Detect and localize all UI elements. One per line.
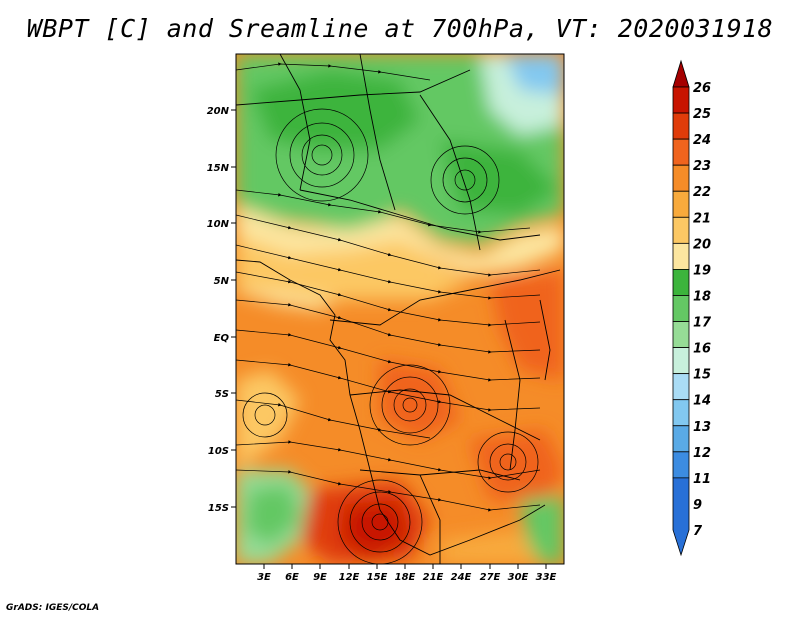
colorbar-label: 18 xyxy=(693,289,711,304)
colorbar-segment xyxy=(672,242,690,270)
colorbar-labels: 26 25 24 23 22 21 20 19 18 17 16 15 14 13 12 11 9 7 xyxy=(693,81,712,539)
colorbar-segment xyxy=(672,295,690,322)
lon-label-30e: 30E xyxy=(508,572,529,583)
colorbar-segment xyxy=(672,321,690,348)
colorbar-label: 11 xyxy=(693,472,711,487)
colorbar-segment xyxy=(672,451,690,479)
lat-label-15s: 15S xyxy=(208,503,229,514)
lon-label-15e: 15E xyxy=(367,572,388,583)
colorbar-segment xyxy=(672,425,690,453)
colorbar-label: 20 xyxy=(693,237,711,252)
lon-label-3e: 3E xyxy=(257,572,271,583)
colorbar-label: 25 xyxy=(693,107,711,122)
lat-axis: 20N 15N 10N 5N EQ 5S 10S 15S xyxy=(207,106,236,514)
lon-label-21e: 21E xyxy=(423,572,444,583)
colorbar-segment xyxy=(672,86,690,114)
lat-label-5n: 5N xyxy=(214,276,230,287)
colorbar-label: 16 xyxy=(693,342,711,357)
map-title: WBPT [C] and Sreamline at 700hPa, VT: 20… xyxy=(26,14,774,43)
lon-label-12e: 12E xyxy=(339,572,360,583)
colorbar-label: 9 xyxy=(693,498,702,513)
colorbar-label: 21 xyxy=(693,211,711,226)
colorbar-segment xyxy=(672,190,690,218)
colorbar-label: 22 xyxy=(693,185,711,200)
lat-label-20n: 20N xyxy=(207,106,230,117)
colorbar-label: 26 xyxy=(693,81,711,96)
colorbar-segment xyxy=(672,59,690,88)
colorbar-label: 12 xyxy=(693,446,711,461)
lat-label-eq: EQ xyxy=(214,333,230,344)
colorbar-segment xyxy=(672,373,690,401)
grads-credit: GrADS: IGES/COLA xyxy=(6,603,100,613)
colorbar-label: 23 xyxy=(693,159,711,174)
colorbar-label: 14 xyxy=(693,394,711,409)
colorbar-segment xyxy=(672,399,690,427)
lon-axis: 3E 6E 9E 12E 15E 18E 21E 24E 27E 30E 33E xyxy=(257,564,557,583)
colorbar-label: 15 xyxy=(693,368,711,383)
colorbar-segment xyxy=(672,477,690,557)
lon-label-9e: 9E xyxy=(313,572,327,583)
colorbar-label: 7 xyxy=(693,524,703,539)
lon-label-24e: 24E xyxy=(451,572,472,583)
wbpt-field xyxy=(236,54,564,564)
lat-label-5s: 5S xyxy=(215,389,229,400)
colorbar-segments xyxy=(672,59,690,557)
map-frame xyxy=(235,53,565,565)
colorbar: 26 25 24 23 22 21 20 19 18 17 16 15 14 13 12 11 9 7 xyxy=(672,59,712,557)
colorbar-label: 13 xyxy=(693,420,711,435)
lon-label-27e: 27E xyxy=(480,572,501,583)
colorbar-segment xyxy=(672,112,690,140)
colorbar-segment xyxy=(672,164,690,192)
colorbar-segment xyxy=(672,347,690,375)
lat-label-15n: 15N xyxy=(207,163,230,174)
lat-label-10n: 10N xyxy=(207,219,230,230)
lat-label-10s: 10S xyxy=(208,446,229,457)
colorbar-segment xyxy=(672,216,690,244)
colorbar-segment xyxy=(672,269,690,296)
lon-label-33e: 33E xyxy=(536,572,557,583)
colorbar-label: 24 xyxy=(693,133,711,148)
colorbar-label: 19 xyxy=(693,263,711,278)
lon-label-6e: 6E xyxy=(285,572,299,583)
colorbar-label: 17 xyxy=(693,316,712,331)
lon-label-18e: 18E xyxy=(395,572,416,583)
colorbar-segment xyxy=(672,138,690,166)
